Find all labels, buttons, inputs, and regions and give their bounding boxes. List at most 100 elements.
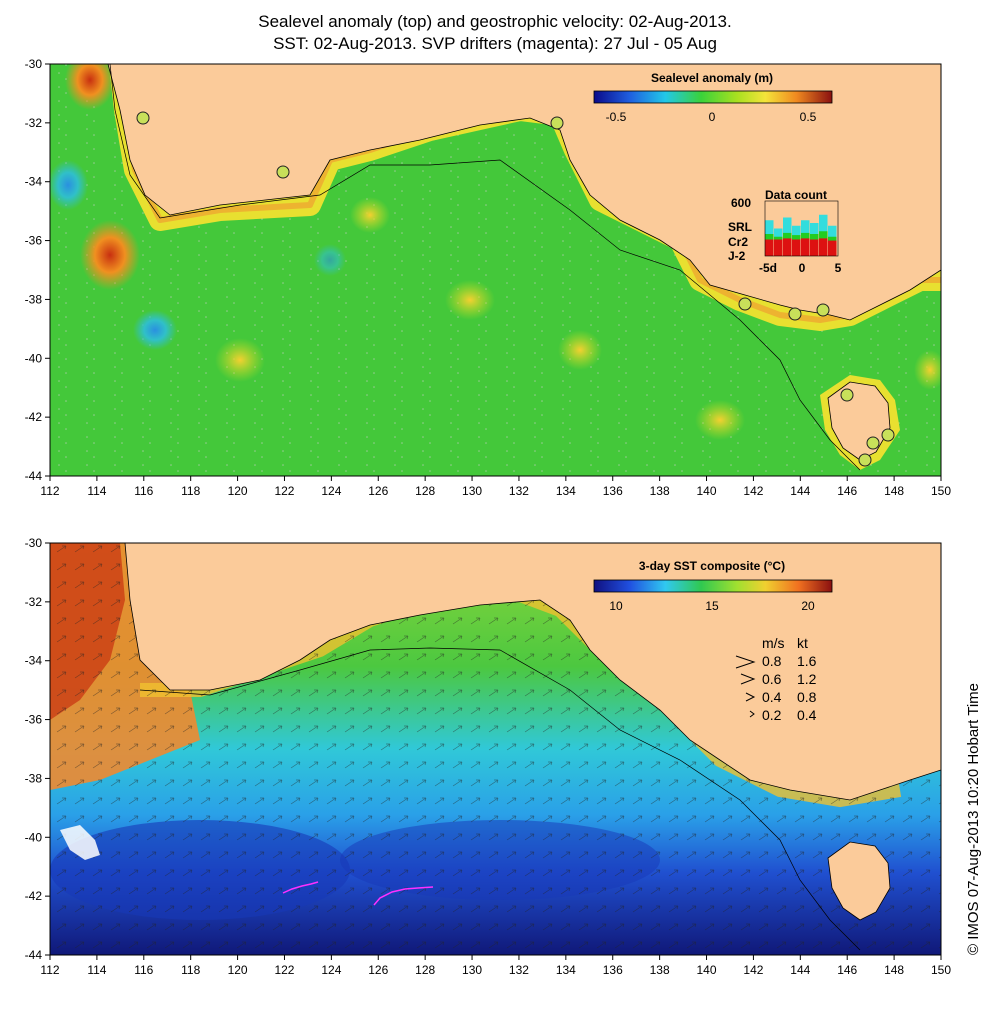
x-tick-label: 128 <box>415 963 435 977</box>
axes: 112 114 116 118 120 122 124 126 128 130 132 134 136 1… <box>25 57 952 977</box>
x-tick-label: 136 <box>603 963 623 977</box>
x-tick-label: 128 <box>415 484 435 498</box>
velocity-key-ms: 0.8 <box>762 653 782 669</box>
y-tick-label: -42 <box>25 410 43 424</box>
sst-map <box>50 543 941 955</box>
y-tick-label: -32 <box>25 595 43 609</box>
data-count-xtick: -5d <box>759 261 777 275</box>
velocity-key-kt: 1.2 <box>797 671 817 687</box>
x-tick-label: 146 <box>837 484 857 498</box>
x-tick-label: 118 <box>181 963 200 977</box>
y-tick-label: -36 <box>25 713 43 727</box>
y-tick-label: -38 <box>25 771 43 785</box>
velocity-key-ms: 0.2 <box>762 707 782 723</box>
sea-level-map <box>50 64 941 476</box>
x-tick-label: 148 <box>884 963 904 977</box>
x-tick-label: 112 <box>40 963 59 977</box>
x-tick-label: 138 <box>650 484 670 498</box>
data-count-title: Data count <box>765 188 827 202</box>
velocity-key-kt: 0.8 <box>797 689 817 705</box>
x-tick-label: 130 <box>462 484 482 498</box>
data-count-max: 600 <box>731 196 751 210</box>
title-line-2: SST: 02-Aug-2013. SVP drifters (magenta)… <box>273 34 717 53</box>
x-tick-label: 134 <box>556 963 576 977</box>
y-tick-label: -32 <box>25 116 43 130</box>
x-tick-label: 120 <box>228 963 248 977</box>
x-tick-label: 116 <box>134 484 153 498</box>
x-tick-label: 130 <box>462 963 482 977</box>
x-tick-label: 136 <box>603 484 623 498</box>
x-tick-label: 140 <box>697 963 717 977</box>
data-count-xtick: 5 <box>835 261 842 275</box>
velocity-key-kt-header: kt <box>797 635 808 651</box>
x-tick-label: 140 <box>697 484 717 498</box>
sst-colorbar-tick: 20 <box>801 599 815 613</box>
data-count-xtick: 0 <box>799 261 806 275</box>
sla-colorbar-tick: 0 <box>709 110 716 124</box>
x-tick-label: 118 <box>181 484 200 498</box>
x-tick-label: 142 <box>743 484 763 498</box>
y-tick-label: -42 <box>25 889 43 903</box>
x-tick-label: 148 <box>884 484 904 498</box>
sla-colorbar <box>593 90 833 104</box>
x-tick-label: 116 <box>134 963 153 977</box>
sla-colorbar-tick: 0.5 <box>800 110 817 124</box>
velocity-key-ms: 0.4 <box>762 689 782 705</box>
velocity-key-ms: 0.6 <box>762 671 782 687</box>
sla-colorbar-tick: -0.5 <box>606 110 627 124</box>
legend-srl: SRL <box>728 220 752 234</box>
x-tick-label: 112 <box>40 484 59 498</box>
y-tick-label: -30 <box>25 57 43 71</box>
x-tick-label: 142 <box>743 963 763 977</box>
y-tick-label: -40 <box>25 830 43 844</box>
y-tick-label: -34 <box>25 175 43 189</box>
x-tick-label: 146 <box>837 963 857 977</box>
x-tick-label: 144 <box>790 484 810 498</box>
x-tick-label: 122 <box>274 963 294 977</box>
x-tick-label: 120 <box>228 484 248 498</box>
sst-colorbar-title: 3-day SST composite (°C) <box>639 559 785 573</box>
sst-colorbar-tick: 15 <box>705 599 719 613</box>
y-tick-label: -38 <box>25 292 43 306</box>
x-tick-label: 138 <box>650 963 670 977</box>
data-count-bar <box>783 238 792 256</box>
y-tick-label: -44 <box>25 948 43 962</box>
data-count-bar <box>792 239 801 256</box>
x-tick-label: 144 <box>790 963 810 977</box>
x-tick-label: 150 <box>931 963 951 977</box>
x-tick-label: 126 <box>368 963 388 977</box>
sst-colorbar-tick: 10 <box>609 599 623 613</box>
x-tick-label: 114 <box>87 963 106 977</box>
velocity-key-ms-header: m/s <box>762 635 785 651</box>
x-tick-label: 126 <box>368 484 388 498</box>
y-tick-label: -36 <box>25 234 43 248</box>
data-count-bar <box>828 240 837 256</box>
copyright-stamp: © IMOS 07-Aug-2013 10:20 Hobart Time <box>965 682 982 955</box>
velocity-key-kt: 1.6 <box>797 653 817 669</box>
x-tick-label: 124 <box>321 963 341 977</box>
data-count-bar <box>765 239 774 256</box>
x-tick-label: 134 <box>556 484 576 498</box>
legend-cr2: Cr2 <box>728 235 748 249</box>
y-tick-label: -34 <box>25 654 43 668</box>
data-count-bar <box>774 239 783 256</box>
data-count-bar <box>819 238 828 256</box>
velocity-key: m/s kt 0.8 1.6 0.6 1.2 0.4 0.8 0.2 0.4 <box>735 635 817 723</box>
data-count-bar <box>810 239 819 256</box>
legend-j2: J-2 <box>728 249 746 263</box>
x-tick-label: 132 <box>509 484 529 498</box>
title-line-1: Sealevel anomaly (top) and geostrophic v… <box>258 12 732 31</box>
y-tick-label: -30 <box>25 536 43 550</box>
data-count-inset: Data count 600 SRL Cr2 J-2 -5d 0 5 <box>728 188 842 275</box>
x-tick-label: 114 <box>87 484 106 498</box>
sst-colorbar <box>593 579 833 593</box>
x-tick-label: 124 <box>321 484 341 498</box>
x-tick-label: 150 <box>931 484 951 498</box>
x-tick-label: 122 <box>274 484 294 498</box>
sla-colorbar-title: Sealevel anomaly (m) <box>651 71 773 85</box>
data-count-frame <box>764 200 839 257</box>
x-tick-label: 132 <box>509 963 529 977</box>
velocity-key-kt: 0.4 <box>797 707 817 723</box>
y-tick-label: -44 <box>25 469 43 483</box>
